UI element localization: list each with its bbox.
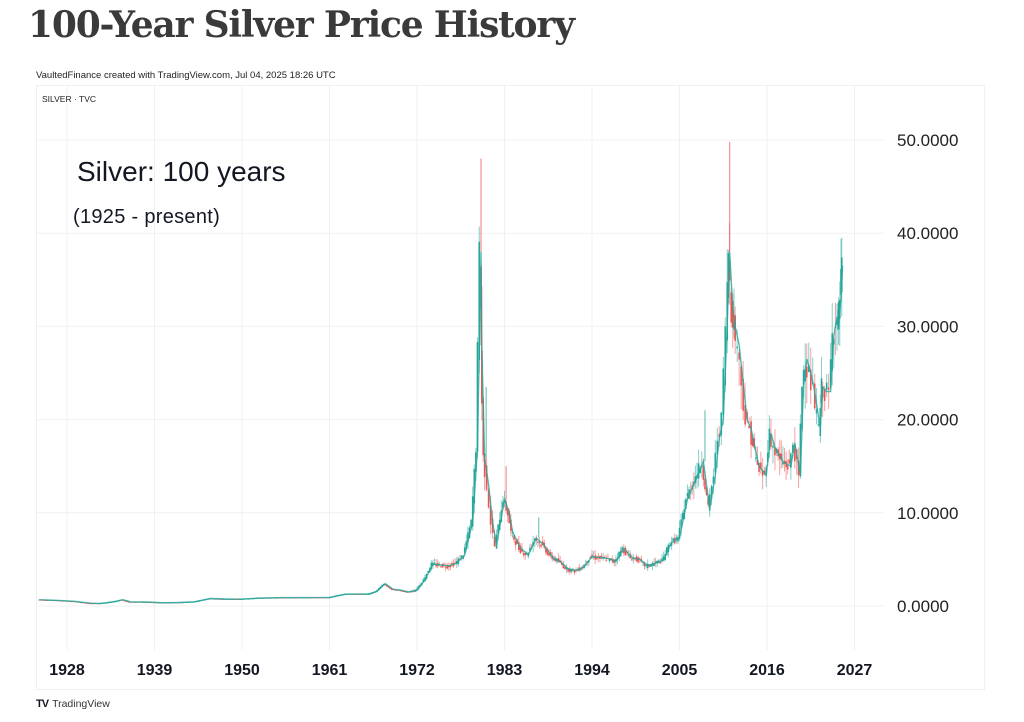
y-tick-label: 20.0000: [897, 411, 958, 430]
x-tick-label: 1950: [224, 662, 260, 679]
tradingview-brand[interactable]: TV TradingView: [36, 698, 110, 710]
chart-frame: [36, 85, 985, 690]
tradingview-logo-icon: TV: [36, 698, 49, 710]
chart-credit: VaultedFinance created with TradingView.…: [36, 70, 336, 81]
x-tick-label: 1983: [487, 662, 523, 679]
y-axis: 0.0000 10.0000 20.0000 30.0000 40.0000 50.000…: [897, 131, 958, 616]
x-tick-label: 2005: [662, 662, 698, 679]
y-tick-label: 10.0000: [897, 504, 958, 523]
price-series: [38, 141, 844, 605]
x-tick-label: 1972: [399, 662, 435, 679]
x-tick-label: 1939: [137, 662, 173, 679]
annotation-subtitle: (1925 - present): [73, 206, 221, 228]
x-axis: 1928 1939 1950 1961 1972 1983 1994 2005 2016 2027: [49, 662, 872, 679]
symbol-label: SILVER · TVC: [42, 94, 97, 104]
annotation-title: Silver: 100 years: [77, 156, 286, 187]
x-tick-label: 1961: [312, 662, 348, 679]
x-tick-label: 1928: [49, 662, 85, 679]
y-tick-label: 30.0000: [897, 317, 958, 336]
price-line: [39, 251, 844, 605]
page-title: 100-Year Silver Price History: [28, 4, 575, 46]
y-tick-label: 50.0000: [897, 131, 958, 150]
brand-label: TradingView: [52, 698, 110, 710]
y-tick-label: 0.0000: [897, 597, 949, 616]
x-tick-label: 2027: [837, 662, 873, 679]
x-tick-label: 1994: [574, 662, 610, 679]
y-tick-label: 40.0000: [897, 224, 958, 243]
x-tick-label: 2016: [749, 662, 785, 679]
